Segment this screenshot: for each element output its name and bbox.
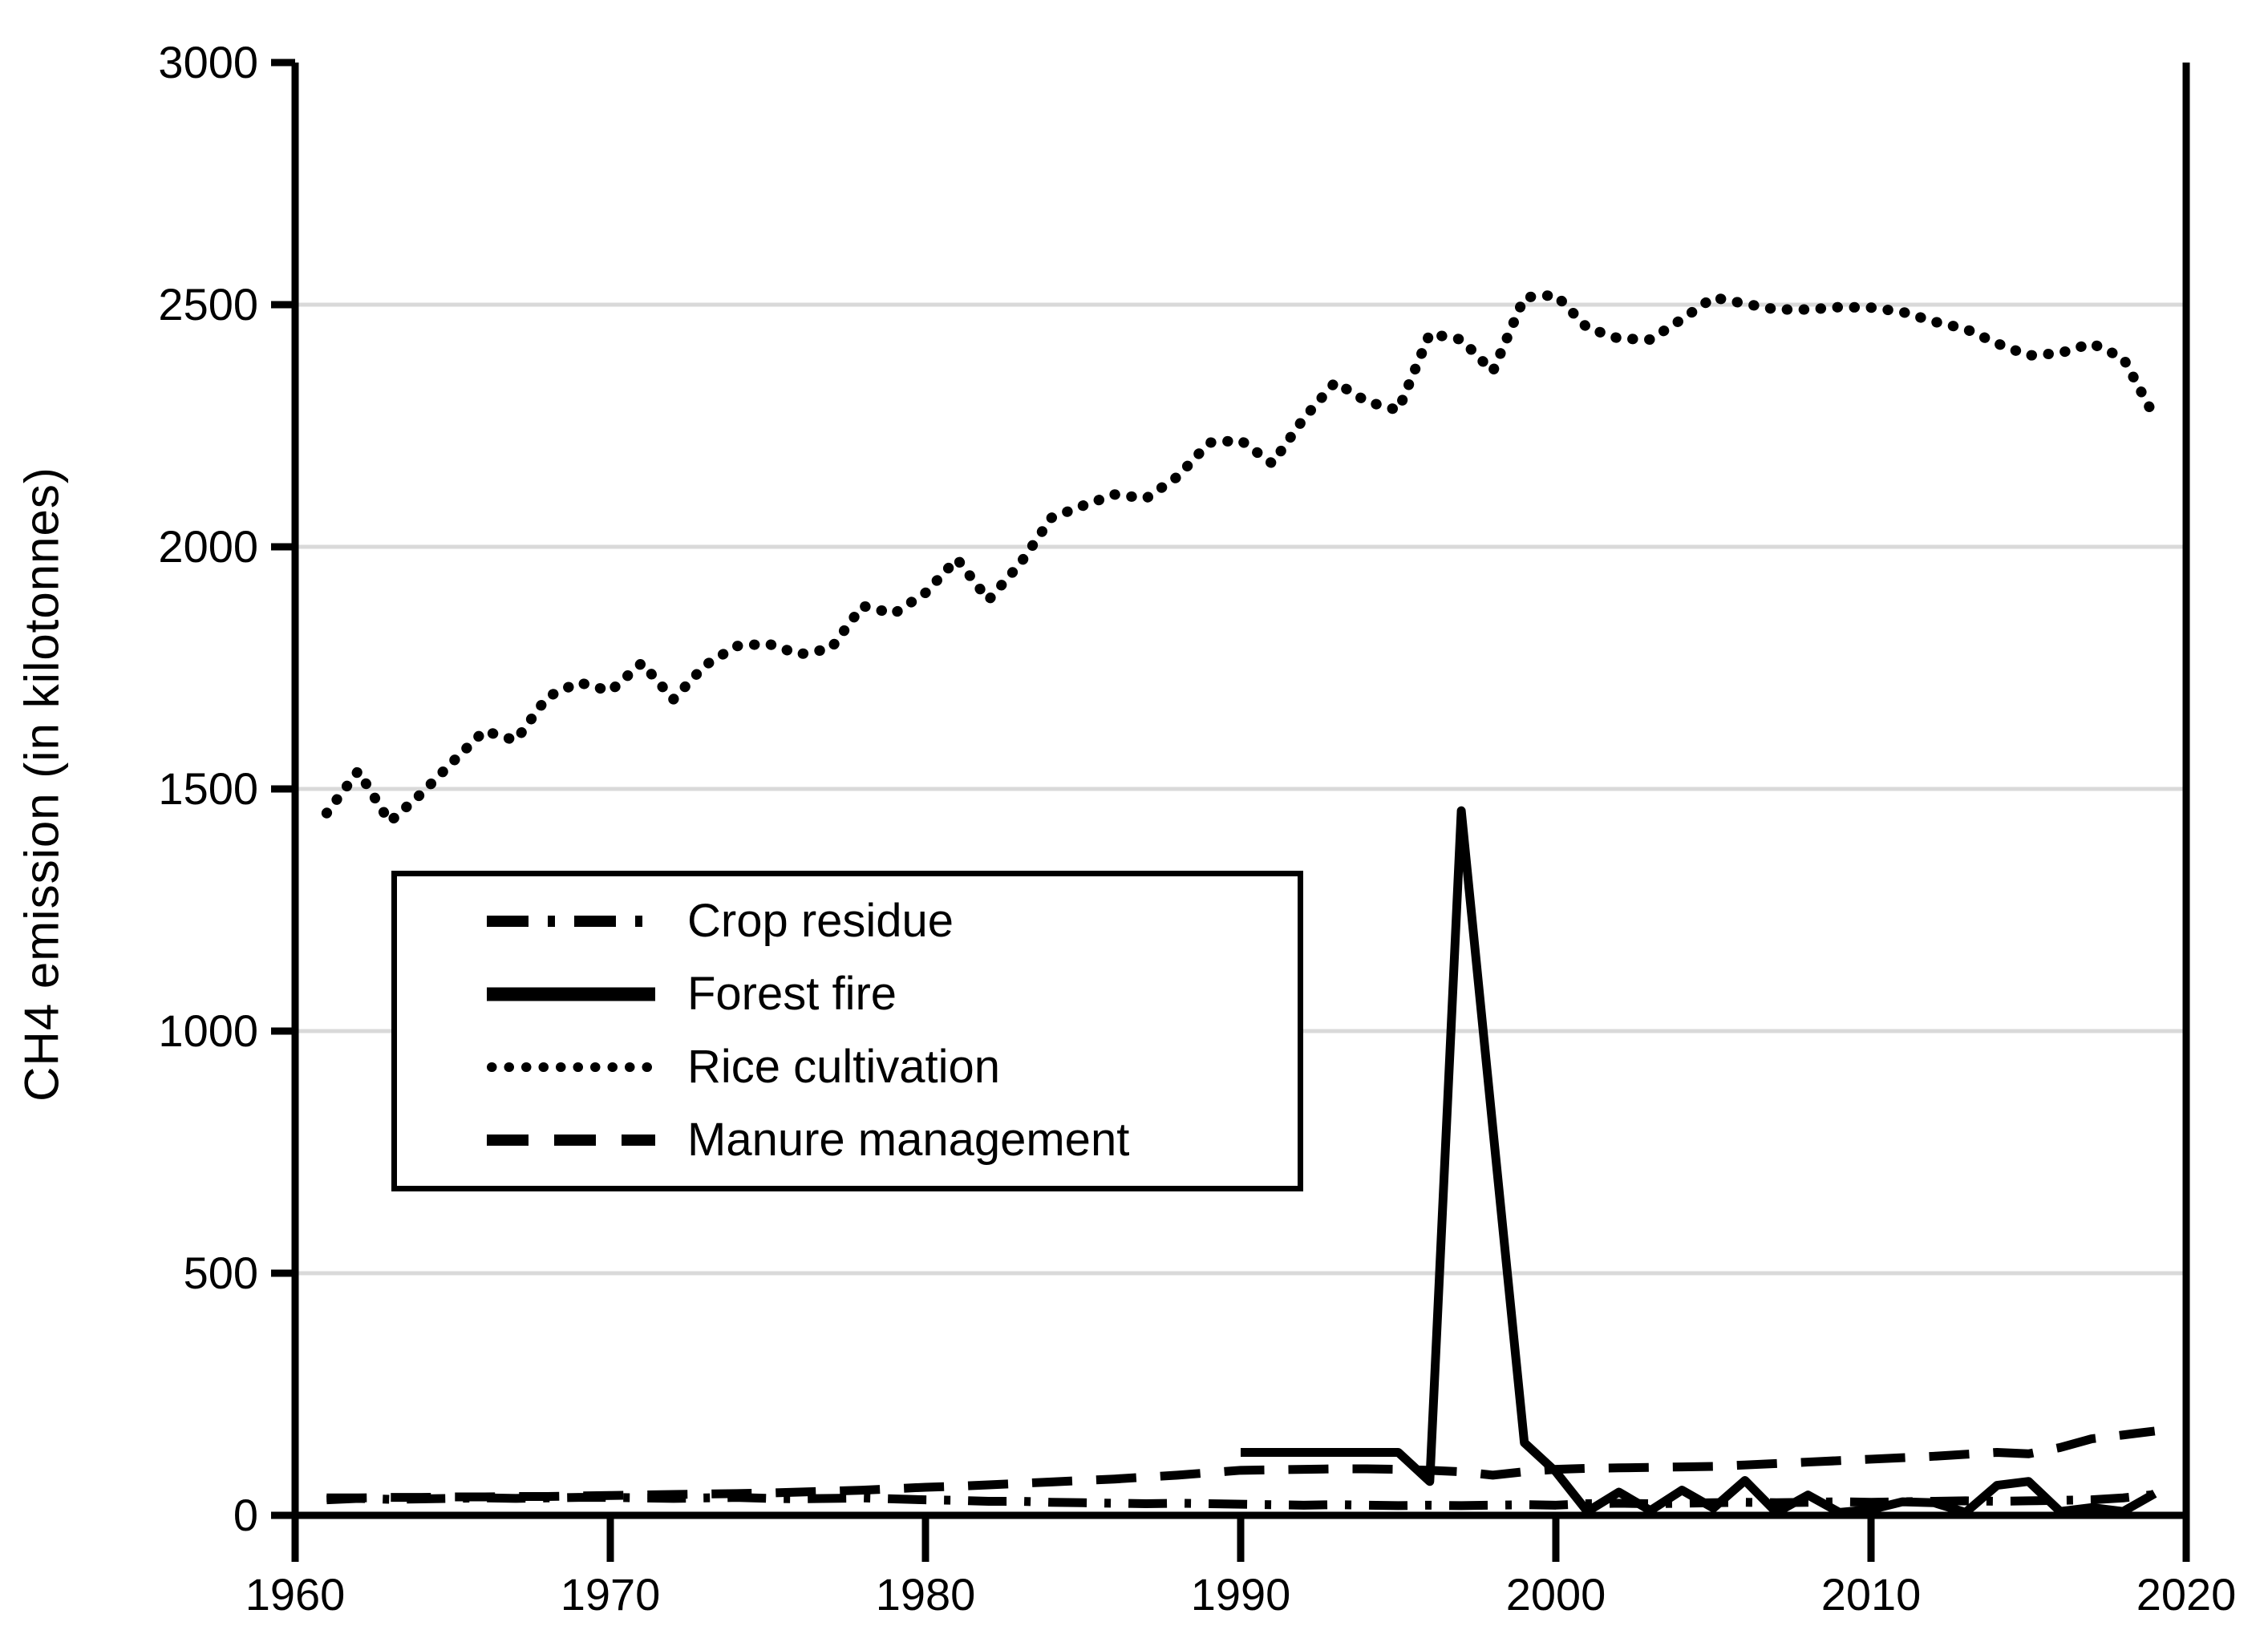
- y-tick-label: 0: [233, 1490, 258, 1540]
- y-tick-label: 1000: [158, 1005, 258, 1056]
- x-tick-label: 2020: [2136, 1569, 2237, 1620]
- x-tick-label: 1990: [1191, 1569, 1291, 1620]
- series-line-rice-cultivation: [321, 289, 2161, 827]
- series-line-forest-fire: [1241, 806, 2157, 1517]
- forest-fire-line-sample: [487, 987, 655, 1001]
- manure-management-line-sample: [487, 1134, 655, 1146]
- y-tick-label: 3000: [158, 37, 258, 87]
- series-line-crop-residue: [326, 1490, 2156, 1511]
- y-tick-label: 1500: [158, 763, 258, 814]
- legend-item-crop-residue: Crop residue: [397, 884, 1298, 957]
- series-line-manure-management: [326, 1426, 2156, 1503]
- legend-item-manure-management: Manure management: [397, 1103, 1298, 1176]
- rice-cultivation-line-sample: [487, 1062, 655, 1072]
- x-tick-label: 2010: [1821, 1569, 1922, 1620]
- y-tick-label: 500: [184, 1248, 258, 1298]
- legend-label: Crop residue: [687, 895, 954, 947]
- x-tick-label: 2000: [1506, 1569, 1606, 1620]
- x-tick-label: 1960: [245, 1569, 346, 1620]
- x-tick-label: 1980: [876, 1569, 976, 1620]
- legend-label: Manure management: [687, 1114, 1130, 1166]
- chart-legend: Crop residue Forest fire Rice cultivatio…: [391, 871, 1303, 1191]
- legend-label: Forest fire: [687, 968, 897, 1020]
- x-tick-label: 1970: [561, 1569, 661, 1620]
- legend-label: Rice cultivation: [687, 1041, 1001, 1093]
- y-tick-label: 2500: [158, 279, 258, 330]
- y-tick-label: 2000: [158, 521, 258, 572]
- y-axis-title: CH4 emission (in kilotonnes): [14, 467, 69, 1102]
- crop-residue-line-sample: [487, 915, 655, 927]
- legend-item-forest-fire: Forest fire: [397, 957, 1298, 1030]
- legend-item-rice-cultivation: Rice cultivation: [397, 1030, 1298, 1103]
